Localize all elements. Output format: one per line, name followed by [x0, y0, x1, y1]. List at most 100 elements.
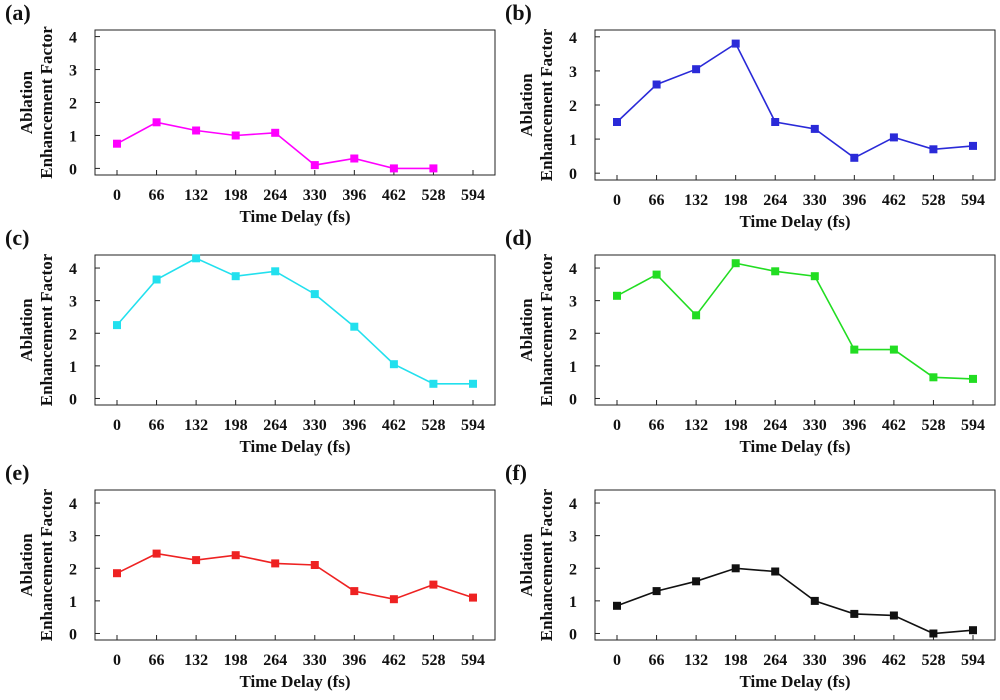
y-tick-label: 0 — [569, 391, 577, 408]
data-point — [152, 118, 161, 127]
data-point — [771, 267, 780, 276]
series-line — [116, 257, 473, 385]
y-tick-label: 1 — [69, 359, 77, 376]
plot-frame — [594, 489, 996, 641]
data-point — [192, 254, 201, 263]
x-tick-label: 0 — [613, 417, 621, 434]
x-tick-label: 132 — [684, 192, 708, 209]
x-tick-label: 0 — [613, 192, 621, 209]
y-tick-label: 4 — [69, 496, 77, 513]
data-point — [271, 559, 280, 568]
x-axis-title: Time Delay (fs) — [739, 212, 850, 231]
y-tick-label: 2 — [69, 561, 77, 578]
data-point — [652, 270, 661, 279]
panel-label: (a) — [5, 0, 31, 25]
series-line — [616, 567, 974, 635]
x-tick-label: 462 — [882, 192, 906, 209]
data-point — [969, 626, 977, 635]
data-point — [271, 128, 280, 137]
data-point — [652, 587, 661, 596]
data-point — [152, 275, 161, 284]
data-point — [113, 139, 121, 148]
data-point — [850, 609, 859, 618]
y-tick-label: 4 — [569, 261, 577, 278]
chart-panel: (f) 0 1 2 3 4 0 66 132 198 264 330 396 462 528 594 Time … — [505, 460, 996, 691]
y-axis-title-line2: Enhancement Factor — [537, 253, 556, 406]
x-axis-title: Time Delay (fs) — [239, 207, 350, 226]
x-tick-label: 330 — [303, 417, 327, 434]
x-tick-label: 396 — [842, 417, 866, 434]
x-tick-label: 132 — [684, 652, 708, 669]
y-axis-title-line2: Enhancement Factor — [537, 488, 556, 641]
series-line — [616, 42, 974, 159]
x-tick-label: 198 — [224, 417, 248, 434]
data-point — [231, 551, 240, 560]
data-point — [271, 267, 280, 276]
x-axis-title: Time Delay (fs) — [739, 437, 850, 456]
data-point — [310, 290, 319, 299]
x-tick-label: 594 — [461, 187, 485, 204]
y-axis-title-line2: Enhancement Factor — [37, 488, 56, 641]
x-tick-label: 396 — [842, 652, 866, 669]
x-tick-label: 594 — [461, 652, 485, 669]
data-point — [613, 601, 621, 610]
y-tick-label: 1 — [569, 132, 577, 149]
y-tick-label: 1 — [69, 594, 77, 611]
x-tick-label: 66 — [149, 187, 165, 204]
data-point — [613, 118, 621, 126]
x-tick-label: 264 — [763, 417, 787, 434]
chart-panel: (c) 0 1 2 3 4 0 66 132 198 264 330 396 462 528 594 Time … — [5, 225, 496, 456]
data-point — [771, 567, 780, 576]
data-point — [389, 595, 398, 604]
data-point — [889, 611, 898, 620]
x-tick-label: 594 — [961, 417, 985, 434]
data-point — [389, 360, 398, 369]
y-tick-label: 0 — [569, 626, 577, 643]
x-tick-label: 66 — [649, 417, 665, 434]
x-tick-label: 528 — [421, 652, 445, 669]
data-point — [771, 118, 780, 126]
data-point — [692, 311, 701, 320]
data-point — [152, 549, 161, 558]
data-point — [192, 126, 201, 135]
data-point — [929, 629, 938, 638]
data-point — [350, 154, 359, 163]
data-point — [389, 164, 398, 173]
x-tick-label: 462 — [382, 187, 406, 204]
y-axis-title-line2: Enhancement Factor — [537, 28, 556, 181]
y-tick-label: 2 — [569, 98, 577, 115]
x-tick-label: 198 — [724, 192, 748, 209]
data-point — [810, 124, 819, 133]
y-tick-label: 0 — [69, 626, 77, 643]
y-tick-label: 4 — [69, 30, 77, 47]
y-tick-label: 1 — [569, 594, 577, 611]
panel-label: (c) — [5, 225, 29, 250]
data-point — [850, 153, 859, 162]
chart-panel: (e) 0 1 2 3 4 0 66 132 198 264 330 396 462 528 594 Time … — [5, 460, 496, 691]
data-point — [889, 133, 898, 142]
x-tick-label: 528 — [421, 187, 445, 204]
y-axis-title-line1: Ablation — [17, 298, 36, 362]
data-point — [310, 161, 319, 170]
y-tick-label: 2 — [69, 326, 77, 343]
x-tick-label: 396 — [842, 192, 866, 209]
x-tick-label: 528 — [921, 652, 945, 669]
y-axis-title-line1: Ablation — [517, 298, 536, 362]
x-tick-label: 330 — [803, 417, 827, 434]
data-point — [231, 272, 240, 281]
y-tick-label: 0 — [69, 391, 77, 408]
data-point — [113, 569, 121, 578]
x-tick-label: 198 — [224, 652, 248, 669]
series-line — [616, 262, 974, 380]
x-tick-label: 264 — [263, 652, 287, 669]
data-point — [692, 577, 701, 586]
y-tick-label: 4 — [569, 496, 577, 513]
data-point — [692, 65, 701, 74]
x-tick-label: 462 — [382, 417, 406, 434]
x-axis-title: Time Delay (fs) — [739, 672, 850, 691]
x-tick-label: 330 — [803, 192, 827, 209]
x-tick-label: 264 — [763, 192, 787, 209]
x-tick-label: 396 — [342, 652, 366, 669]
y-tick-label: 2 — [569, 326, 577, 343]
panel-label: (e) — [5, 460, 29, 485]
